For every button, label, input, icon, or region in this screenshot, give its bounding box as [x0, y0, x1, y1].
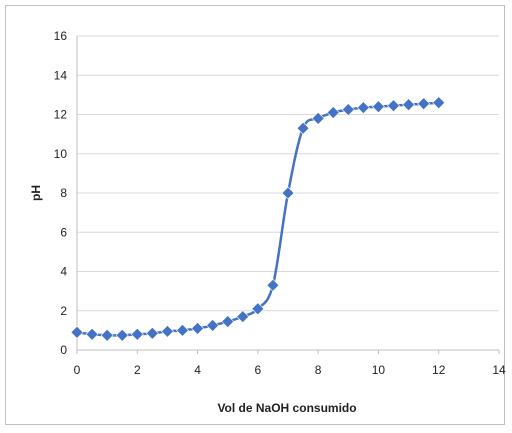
data-point-7 [176, 323, 189, 337]
x-tick-6: 6 [255, 363, 262, 377]
x-tick-2: 2 [134, 363, 141, 377]
y-tick-8: 8 [60, 186, 67, 200]
data-point-18 [341, 103, 355, 117]
data-point-12 [251, 302, 265, 316]
data-point-14 [281, 186, 295, 200]
axes [76, 36, 500, 354]
data-point-8 [191, 321, 204, 335]
series-line [76, 101, 439, 337]
data-point-19 [356, 101, 370, 115]
gridlines [77, 35, 499, 312]
data-point-9 [206, 319, 220, 332]
x-tick-4: 4 [194, 363, 201, 377]
y-tick-2: 2 [60, 304, 67, 318]
data-point-24 [432, 96, 446, 110]
data-point-15 [296, 121, 310, 135]
data-point-6 [161, 324, 174, 338]
x-tick-14: 14 [492, 363, 506, 377]
y-tick-10: 10 [54, 147, 68, 161]
data-point-23 [417, 97, 431, 111]
y-tick-0: 0 [60, 343, 67, 357]
x-tick-8: 8 [315, 363, 322, 377]
y-tick-16: 16 [54, 29, 68, 43]
x-tick-0: 0 [74, 363, 81, 377]
data-point-13 [266, 278, 280, 292]
y-tick-12: 12 [54, 108, 68, 122]
data-point-10 [221, 315, 235, 328]
series-markers [70, 96, 446, 342]
y-axis-label: pH [29, 185, 43, 201]
data-point-2 [100, 328, 114, 342]
data-point-21 [387, 99, 400, 113]
y-tick-6: 6 [60, 225, 67, 239]
x-axis-label: Vol de NaOH consumido [217, 401, 356, 415]
data-point-0 [70, 325, 84, 339]
data-point-11 [236, 310, 250, 324]
x-tick-10: 10 [372, 363, 386, 377]
y-tick-labels: 0 2 4 6 8 10 12 14 16 [54, 29, 68, 357]
data-point-3 [115, 328, 129, 342]
data-point-17 [326, 106, 340, 119]
data-point-22 [402, 98, 415, 112]
x-tick-12: 12 [432, 363, 446, 377]
x-tick-labels: 0 2 4 6 8 10 12 14 [74, 363, 506, 377]
data-point-5 [145, 326, 159, 340]
y-tick-14: 14 [54, 68, 68, 82]
y-tick-4: 4 [60, 265, 67, 279]
data-point-20 [372, 100, 385, 114]
data-point-16 [311, 112, 325, 125]
data-point-1 [85, 327, 99, 341]
data-point-4 [130, 327, 144, 341]
